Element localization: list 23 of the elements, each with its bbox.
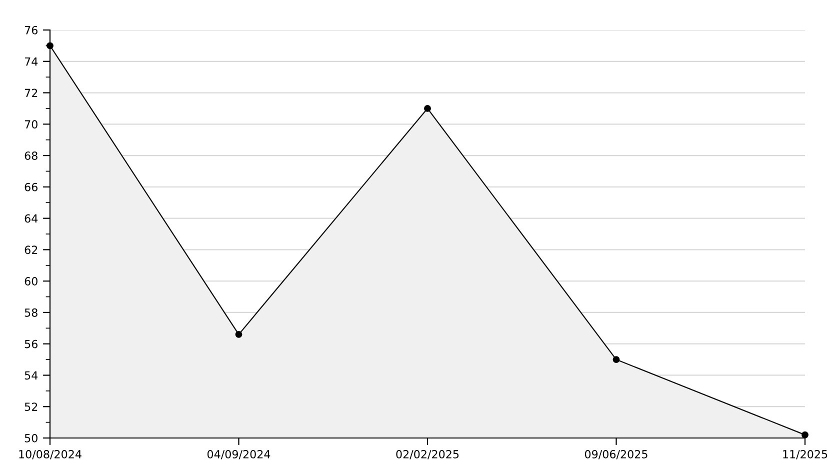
y-tick-label: 50 bbox=[24, 434, 38, 442]
x-tick-label: 09/06/2025 bbox=[584, 450, 648, 460]
y-tick-label: 68 bbox=[24, 152, 38, 160]
point bbox=[235, 330, 242, 338]
x-tick-label: 10/08/2024 bbox=[19, 450, 82, 460]
y-tick-label: 60 bbox=[24, 277, 38, 286]
y-tick-label: 64 bbox=[24, 214, 38, 223]
y-tick-label: 70 bbox=[24, 120, 38, 129]
point bbox=[612, 356, 620, 364]
point bbox=[424, 104, 431, 112]
x-tick-label: 04/09/2024 bbox=[207, 450, 270, 460]
y-tick-label: 52 bbox=[24, 402, 38, 411]
x-tick-label: 11/2025 bbox=[783, 450, 828, 460]
y-tick-label: 66 bbox=[24, 182, 38, 192]
x-tick-label: 02/02/2025 bbox=[396, 450, 459, 460]
y-tick-label: 58 bbox=[24, 308, 38, 317]
point bbox=[802, 431, 808, 438]
y-tick-label: 76 bbox=[24, 26, 38, 34]
y-tick-label: 62 bbox=[24, 246, 38, 254]
y-tick-label: 54 bbox=[24, 371, 38, 380]
y-tick-label: 72 bbox=[24, 88, 38, 97]
y-tick-label: 74 bbox=[24, 58, 38, 66]
y-tick-label: 56 bbox=[24, 340, 38, 348]
